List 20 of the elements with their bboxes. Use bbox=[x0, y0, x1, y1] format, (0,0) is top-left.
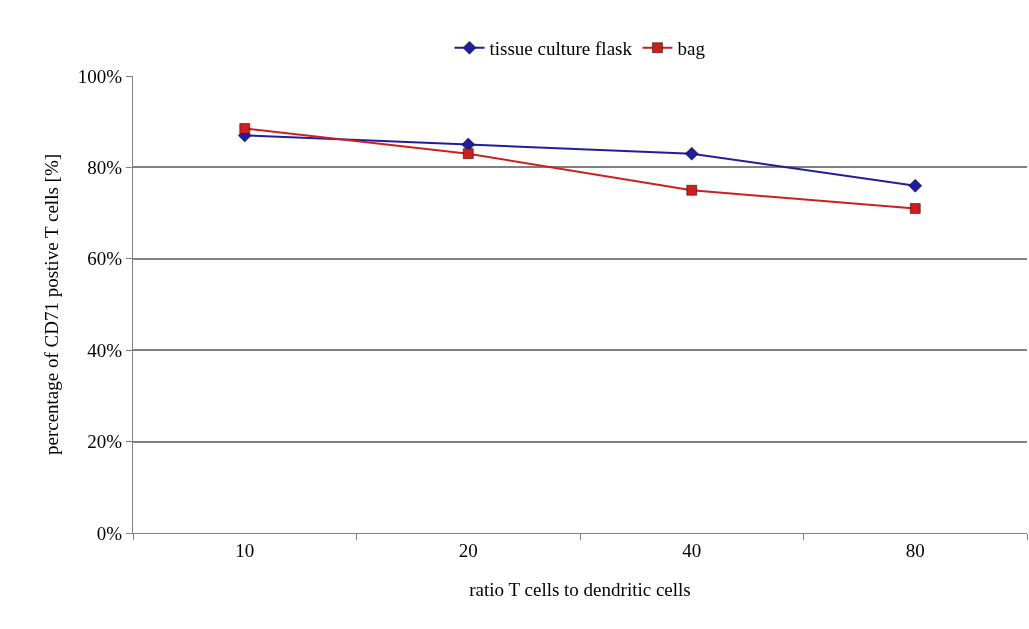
legend-label: tissue culture flask bbox=[489, 38, 633, 60]
y-tick-label: 100% bbox=[77, 65, 123, 87]
point bbox=[463, 148, 474, 159]
y-axis-title: percentage of CD71 postive T cells [%] bbox=[40, 153, 62, 456]
x-tick-label: 20 bbox=[458, 539, 478, 561]
x-tick-label: 10 bbox=[235, 539, 255, 561]
point bbox=[908, 178, 922, 193]
x-axis-title: ratio T cells to dendritic cells bbox=[469, 578, 691, 600]
x-tick-label: 80 bbox=[905, 539, 925, 561]
y-tick-label: 40% bbox=[87, 339, 123, 361]
point bbox=[910, 203, 921, 214]
point bbox=[685, 146, 699, 161]
y-tick-label: 20% bbox=[87, 431, 123, 453]
point bbox=[686, 185, 697, 196]
point bbox=[239, 123, 250, 134]
y-tick-label: 60% bbox=[87, 248, 123, 270]
legend-label: bag bbox=[677, 38, 706, 60]
y-tick-label: 0% bbox=[96, 522, 123, 544]
y-tick-label: 80% bbox=[87, 157, 123, 179]
x-tick-label: 40 bbox=[682, 539, 702, 561]
